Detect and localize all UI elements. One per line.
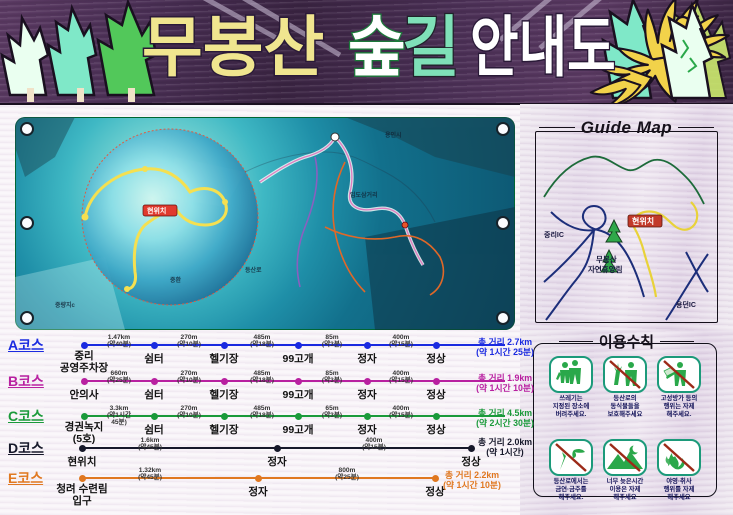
svg-text:중리IC: 중리IC	[544, 230, 564, 239]
svg-text:용던IC: 용던IC	[676, 300, 696, 309]
svg-text:자연휴양림: 자연휴양림	[588, 264, 623, 274]
svg-text:중량지c: 중량지c	[55, 301, 76, 309]
svg-text:현위치: 현위치	[632, 216, 654, 226]
svg-text:용인시: 용인시	[385, 131, 402, 139]
svg-text:등산로: 등산로	[245, 266, 262, 274]
svg-text:임도삼거리: 임도삼거리	[350, 191, 378, 199]
svg-text:중환: 중환	[170, 276, 182, 284]
svg-text:현위치: 현위치	[147, 206, 166, 215]
svg-text:무봉산: 무봉산	[596, 254, 617, 264]
